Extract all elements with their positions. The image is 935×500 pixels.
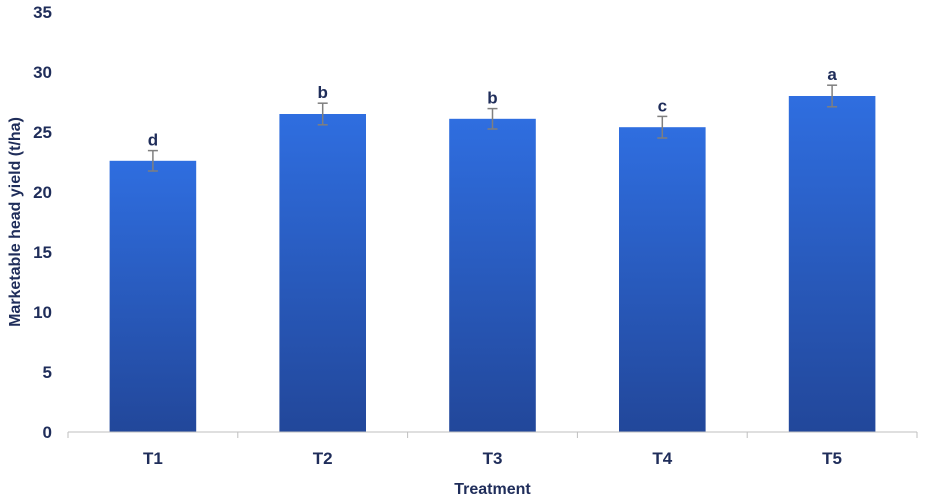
bar-t4 [619,127,706,432]
bar-t5 [788,96,876,432]
x-axis-title: Treatment [454,481,531,498]
y-tick-label: 15 [33,243,52,262]
significance-label-t1: d [148,131,158,150]
error-bar-t2 [317,102,328,126]
bar-t1 [109,160,197,433]
x-tick-label-t5: T5 [822,449,842,468]
y-tick-label: 10 [33,303,52,322]
y-tick-label: 35 [33,3,52,22]
error-bar-t5 [827,84,838,108]
significance-label-t5: a [827,65,837,84]
y-tick-label: 5 [43,363,52,382]
bar-t2 [279,114,366,432]
error-bar-t1 [147,149,158,172]
y-tick-label: 0 [43,423,52,442]
error-bar-t4 [657,115,668,139]
error-bar-t3 [487,107,498,130]
bars: d b b c a [109,65,876,433]
significance-label-t3: b [487,89,497,108]
x-axis-ticks: T1 T2 T3 T4 T5 [67,432,918,468]
y-axis-ticks: 0 5 10 15 20 25 30 35 [33,3,52,442]
x-tick-label-t3: T3 [483,449,503,468]
significance-label-t2: b [318,83,328,102]
y-tick-label: 25 [33,123,52,142]
y-axis-title: Marketable head yield (t/ha) [7,117,24,327]
y-tick-label: 20 [33,183,52,202]
bar-t3 [449,118,536,433]
x-tick-label-t4: T4 [652,449,672,468]
x-tick-label-t2: T2 [313,449,333,468]
significance-label-t4: c [658,96,667,115]
x-tick-label-t1: T1 [143,449,163,468]
y-tick-label: 30 [33,63,52,82]
